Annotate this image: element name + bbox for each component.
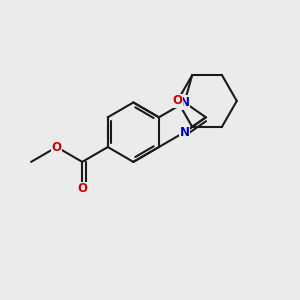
Text: O: O: [172, 94, 182, 107]
Text: N: N: [179, 126, 190, 139]
Text: N: N: [179, 96, 190, 109]
Text: O: O: [52, 140, 62, 154]
Text: O: O: [77, 182, 87, 195]
